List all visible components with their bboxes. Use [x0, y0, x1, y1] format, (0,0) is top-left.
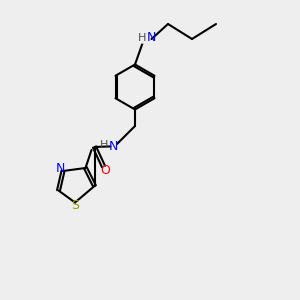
Text: N: N [147, 31, 156, 44]
Text: N: N [55, 161, 65, 175]
Text: N: N [109, 140, 118, 153]
Text: H: H [138, 33, 147, 43]
Text: H: H [100, 140, 109, 150]
Text: S: S [71, 199, 79, 212]
Text: O: O [100, 164, 110, 177]
